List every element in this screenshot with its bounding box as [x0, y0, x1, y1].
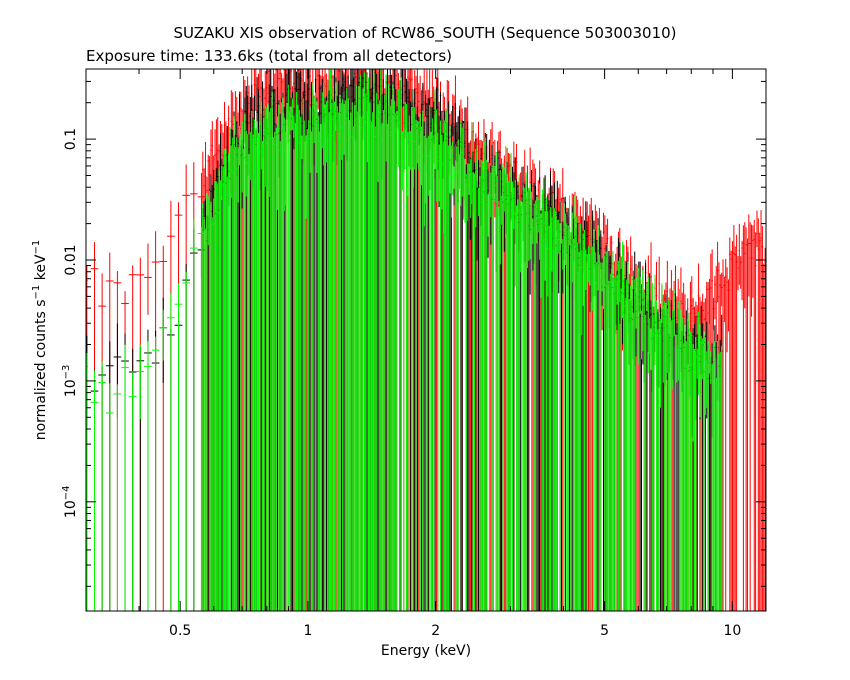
plot-marks	[86, 68, 766, 611]
y-axis-label: normalized counts s−1 keV−1	[31, 240, 49, 441]
y-tick-label: 0.01	[63, 244, 79, 275]
chart-subtitle: Exposure time: 133.6ks (total from all d…	[86, 47, 452, 65]
y-tick-label: 0.1	[63, 128, 79, 150]
x-tick-label: 10	[723, 623, 741, 639]
x-tick-label: 0.5	[169, 623, 191, 639]
x-axis-label: Energy (keV)	[381, 643, 471, 659]
axis-ticks: 0.5 1 2 5 10 0.1 0.01 10−3 10−4	[61, 69, 766, 639]
chart-title: SUZAKU XIS observation of RCW86_SOUTH (S…	[173, 24, 676, 43]
y-tick-label: 10−4	[61, 486, 79, 519]
x-tick-label: 2	[431, 623, 440, 639]
series-2-error-bars	[86, 69, 723, 611]
y-tick-label: 10−3	[61, 365, 79, 398]
plot-frame	[85, 68, 767, 612]
x-tick-label: 1	[303, 623, 312, 639]
x-tick-label: 5	[600, 623, 609, 639]
